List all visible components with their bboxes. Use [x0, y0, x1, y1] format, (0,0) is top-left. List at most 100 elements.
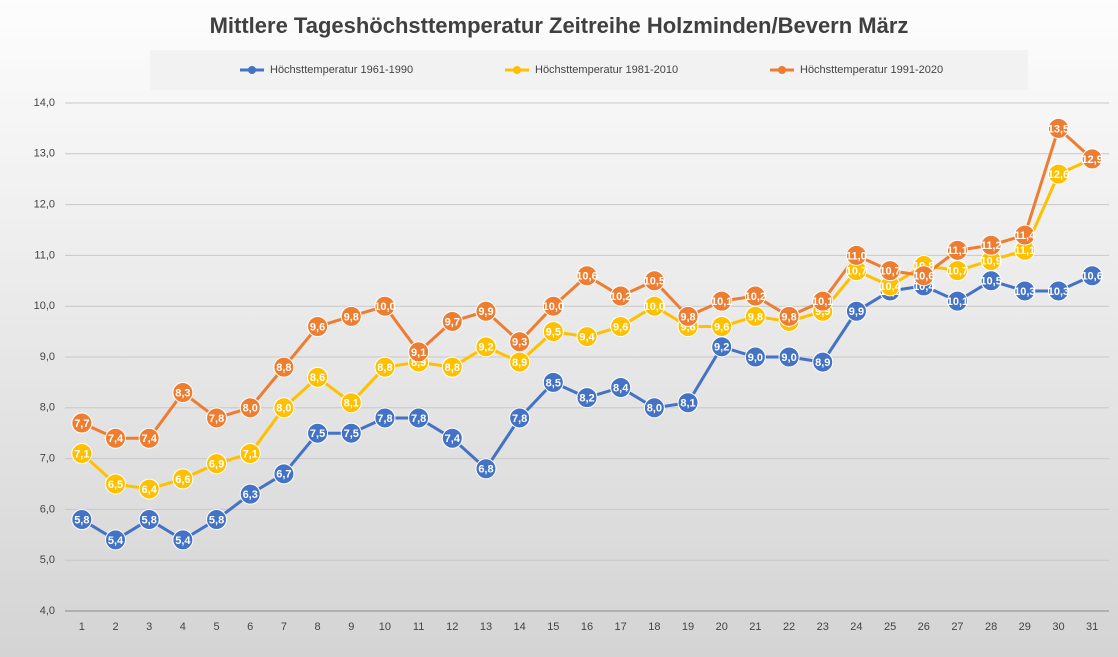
value-label: 5,8: [142, 514, 157, 526]
value-label: 6,4: [142, 484, 158, 496]
value-label: 9,8: [781, 311, 796, 323]
value-label: 6,7: [276, 469, 291, 481]
marker: [307, 316, 329, 338]
value-label: 8,8: [445, 362, 460, 374]
value-label: 6,6: [175, 474, 190, 486]
value-label: 7,5: [310, 428, 325, 440]
marker: [475, 300, 497, 322]
marker: [206, 407, 228, 429]
value-label: 5,8: [74, 514, 89, 526]
marker: [307, 366, 329, 388]
marker: [1081, 148, 1103, 170]
marker: [239, 443, 261, 465]
marker: [71, 412, 93, 434]
x-tick-label: 4: [180, 621, 186, 633]
value-label: 12,6: [1048, 169, 1069, 181]
x-tick-label: 30: [1052, 621, 1064, 633]
value-label: 7,4: [108, 433, 124, 445]
value-label: 10,7: [879, 266, 900, 278]
value-label: 7,4: [445, 433, 461, 445]
marker: [273, 397, 295, 419]
marker: [138, 478, 160, 500]
value-label: 10,1: [947, 296, 968, 308]
marker: [643, 270, 665, 292]
value-label: 9,8: [680, 311, 695, 323]
x-tick-label: 7: [281, 621, 287, 633]
value-label: 9,5: [546, 327, 561, 339]
value-label: 7,8: [209, 413, 224, 425]
value-label: 7,8: [411, 413, 426, 425]
marker: [913, 265, 935, 287]
marker: [778, 305, 800, 327]
x-tick-label: 6: [247, 621, 253, 633]
value-label: 11,0: [846, 250, 867, 262]
value-label: 7,8: [512, 413, 527, 425]
value-label: 8,3: [175, 387, 190, 399]
marker: [812, 290, 834, 312]
value-label: 7,4: [142, 433, 158, 445]
x-tick-label: 19: [682, 621, 694, 633]
y-tick-label: 14,0: [34, 97, 55, 109]
y-tick-label: 10,0: [34, 300, 55, 312]
value-label: 10,0: [644, 301, 665, 313]
value-label: 6,3: [243, 489, 258, 501]
marker: [576, 265, 598, 287]
marker: [744, 346, 766, 368]
marker: [778, 346, 800, 368]
x-tick-label: 16: [581, 621, 593, 633]
value-label: 8,5: [546, 377, 561, 389]
y-tick-label: 7,0: [40, 453, 55, 465]
value-label: 8,9: [512, 357, 527, 369]
value-label: 9,6: [613, 321, 628, 333]
x-tick-label: 14: [514, 621, 526, 633]
marker: [845, 244, 867, 266]
value-label: 5,4: [175, 535, 191, 547]
value-label: 7,8: [377, 413, 392, 425]
value-label: 8,0: [647, 403, 662, 415]
marker: [1047, 280, 1069, 302]
y-tick-label: 4,0: [40, 605, 55, 617]
value-label: 10,0: [543, 301, 564, 313]
marker: [408, 341, 430, 363]
x-tick-label: 18: [648, 621, 660, 633]
value-label: 9,3: [512, 337, 527, 349]
value-label: 8,0: [243, 403, 258, 415]
marker: [643, 397, 665, 419]
value-label: 8,6: [310, 372, 325, 384]
marker: [340, 305, 362, 327]
marker: [374, 295, 396, 317]
value-label: 12,9: [1081, 154, 1102, 166]
y-tick-label: 6,0: [40, 503, 55, 515]
x-tick-label: 2: [112, 621, 118, 633]
value-label: 10,1: [812, 296, 833, 308]
marker: [542, 371, 564, 393]
x-tick-label: 8: [315, 621, 321, 633]
x-tick-label: 21: [749, 621, 761, 633]
value-label: 8,9: [815, 357, 830, 369]
value-label: 11,2: [981, 240, 1002, 252]
marker: [340, 422, 362, 444]
value-label: 7,5: [344, 428, 359, 440]
marker: [71, 443, 93, 465]
value-label: 7,1: [243, 448, 258, 460]
value-label: 10,3: [1048, 286, 1069, 298]
x-tick-label: 31: [1086, 621, 1098, 633]
x-tick-label: 26: [918, 621, 930, 633]
marker: [374, 407, 396, 429]
marker: [744, 285, 766, 307]
value-label: 10,1: [711, 296, 732, 308]
marker: [1081, 265, 1103, 287]
value-label: 6,5: [108, 479, 123, 491]
marker: [441, 356, 463, 378]
value-label: 7,1: [74, 448, 89, 460]
x-tick-label: 10: [379, 621, 391, 633]
x-tick-label: 24: [850, 621, 862, 633]
marker: [980, 234, 1002, 256]
value-label: 10,6: [913, 271, 934, 283]
marker: [138, 509, 160, 531]
x-tick-label: 1: [79, 621, 85, 633]
marker: [105, 529, 127, 551]
marker: [509, 407, 531, 429]
y-tick-label: 9,0: [40, 351, 55, 363]
